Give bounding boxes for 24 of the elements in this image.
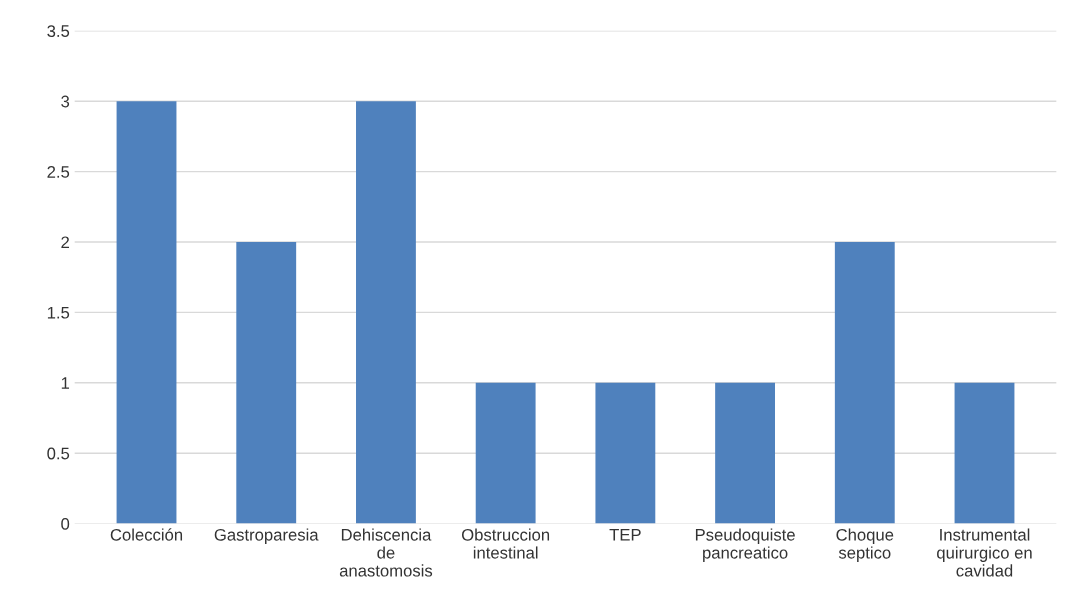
- x-tick-label: Choque septico: [836, 528, 894, 562]
- x-tick-label: Instrumental quirurgico en cavidad: [937, 528, 1032, 577]
- bar: [356, 101, 416, 524]
- bar: [595, 382, 656, 524]
- bar: [475, 382, 536, 524]
- bar: [954, 382, 1015, 524]
- bar: [236, 242, 297, 524]
- y-tick-label: 2: [61, 236, 69, 249]
- y-tick-label: 1.5: [47, 306, 70, 319]
- bar: [116, 101, 177, 524]
- y-tick-label: 0.5: [47, 447, 70, 460]
- x-tick-label: Dehiscencia de anastomosis: [339, 528, 433, 577]
- x-tick-label: Obstruccion intestinal: [461, 528, 550, 559]
- x-tick-label: TEP: [609, 529, 641, 541]
- y-tick-label: 2.5: [47, 166, 70, 178]
- x-tick-label: Colección: [110, 528, 183, 541]
- y-tick-label: 0: [61, 518, 70, 530]
- bar: [834, 242, 895, 524]
- y-tick-label: 3: [61, 95, 70, 108]
- bar: [715, 382, 776, 524]
- y-tick-label: 1: [61, 377, 70, 389]
- x-tick-label: Pseudoquiste pancreatico: [695, 528, 795, 562]
- y-tick-label: 3.5: [47, 25, 70, 37]
- x-tick-label: Gastroparesia: [214, 528, 319, 544]
